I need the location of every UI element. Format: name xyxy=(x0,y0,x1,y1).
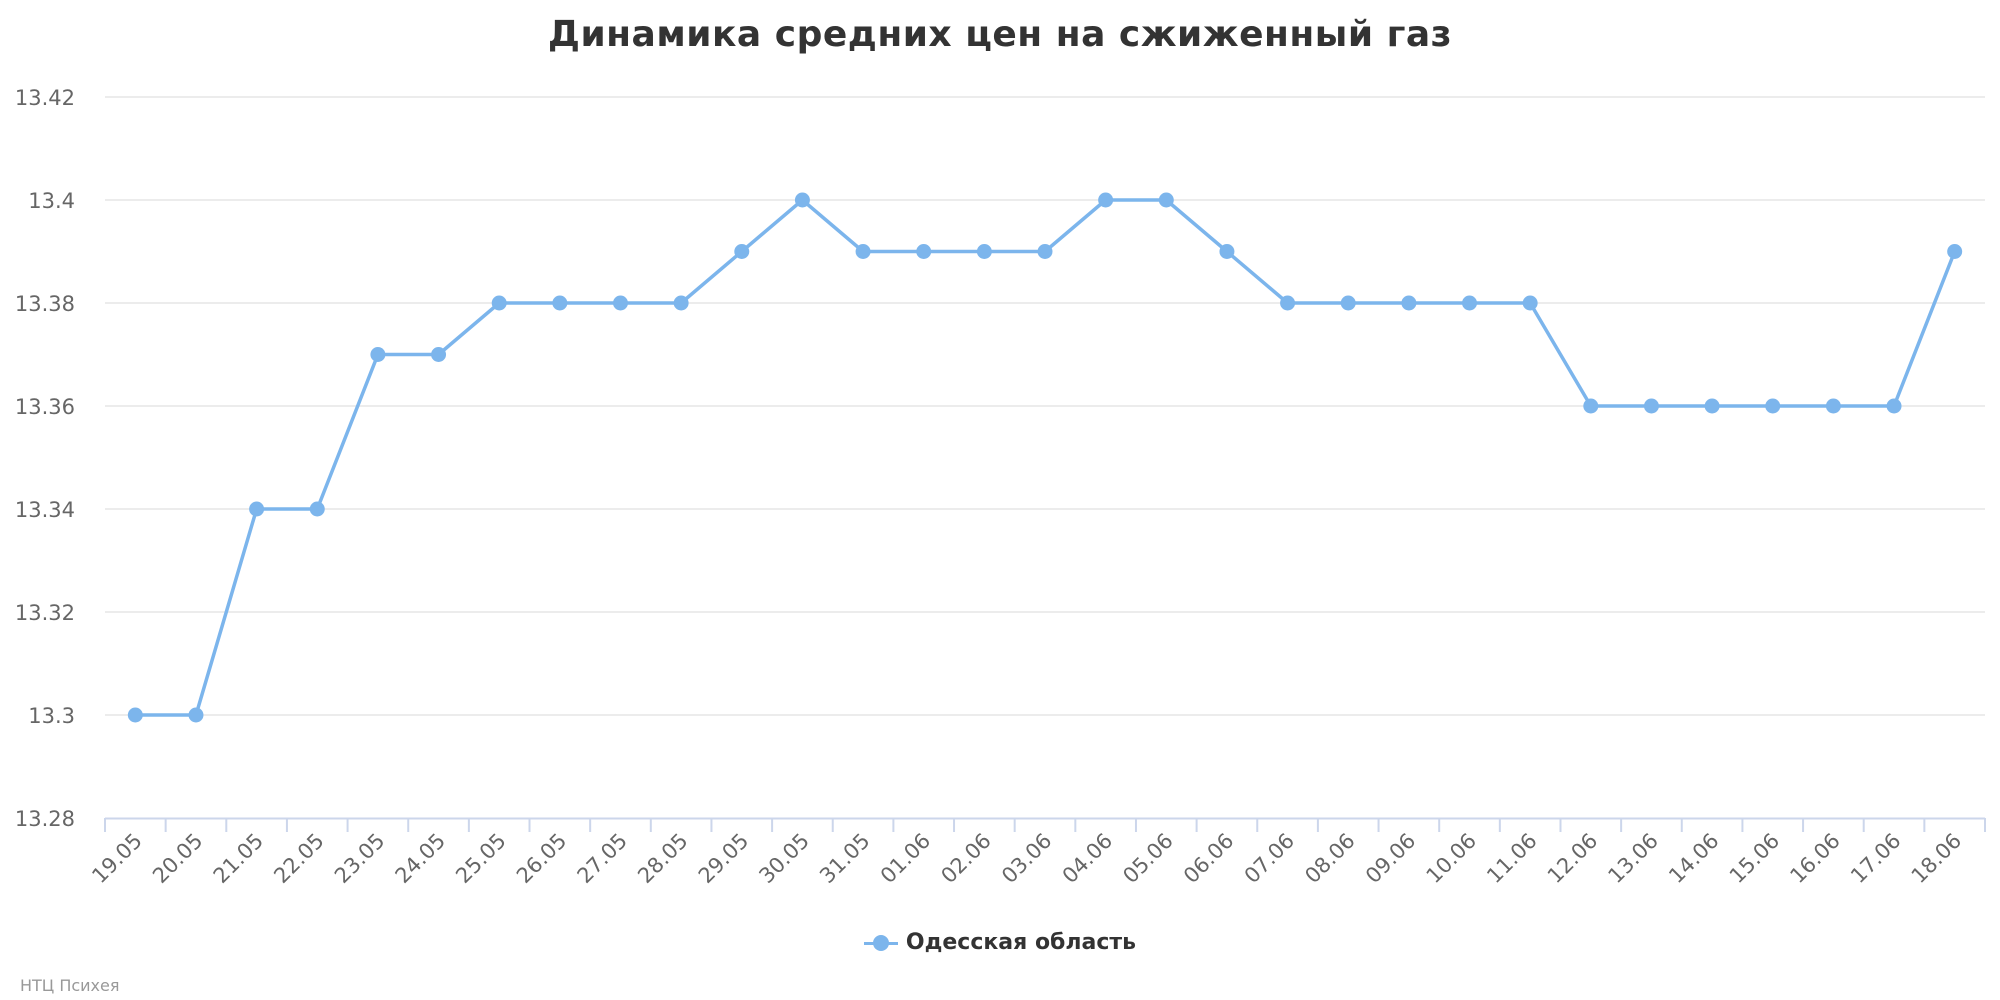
series-layer xyxy=(127,192,1963,723)
x-tick-label: 17.06 xyxy=(1846,829,1905,888)
data-point[interactable] xyxy=(1583,398,1599,414)
data-point[interactable] xyxy=(1401,295,1417,311)
y-tick-label: 13.4 xyxy=(28,189,75,213)
x-tick-label: 20.05 xyxy=(148,829,207,888)
x-tick-label: 13.06 xyxy=(1604,829,1663,888)
data-point[interactable] xyxy=(127,707,143,723)
data-point[interactable] xyxy=(1522,295,1538,311)
legend-marker-icon xyxy=(863,934,898,951)
x-tick-label: 22.05 xyxy=(269,829,328,888)
x-tick-label: 14.06 xyxy=(1664,829,1723,888)
data-point[interactable] xyxy=(734,244,750,259)
data-point[interactable] xyxy=(1280,295,1296,311)
data-point[interactable] xyxy=(1037,244,1053,259)
x-tick-label: 05.06 xyxy=(1118,829,1177,888)
data-point[interactable] xyxy=(309,501,325,517)
y-tick-label: 13.3 xyxy=(28,704,75,728)
data-point[interactable] xyxy=(1886,398,1902,414)
x-tick-label: 25.05 xyxy=(451,829,510,888)
x-tick-label: 08.06 xyxy=(1300,829,1359,888)
data-point[interactable] xyxy=(1462,295,1478,311)
x-tick-label: 16.06 xyxy=(1785,829,1844,888)
chart-title: Динамика средних цен на сжиженный газ xyxy=(547,14,1453,55)
data-point[interactable] xyxy=(612,295,628,311)
x-tick-label: 12.06 xyxy=(1543,829,1602,888)
y-tick-label: 13.42 xyxy=(15,86,75,110)
x-tick-label: 18.06 xyxy=(1907,829,1966,888)
data-point[interactable] xyxy=(855,244,871,259)
data-point[interactable] xyxy=(1098,192,1114,208)
data-point[interactable] xyxy=(370,347,386,362)
data-point[interactable] xyxy=(1219,244,1235,259)
x-tick-label: 26.05 xyxy=(512,829,571,888)
data-point[interactable] xyxy=(431,347,447,362)
data-point[interactable] xyxy=(1947,244,1963,259)
x-tick-label: 30.05 xyxy=(754,829,813,888)
data-point[interactable] xyxy=(794,192,810,208)
x-tick-label: 29.05 xyxy=(694,829,753,888)
x-tick-label: 27.05 xyxy=(573,829,632,888)
data-point[interactable] xyxy=(916,244,932,259)
x-tick-label: 10.06 xyxy=(1422,829,1481,888)
x-tick-label: 31.05 xyxy=(815,829,874,888)
x-tick-label: 07.06 xyxy=(1240,829,1299,888)
x-tick-label: 03.06 xyxy=(997,829,1056,888)
x-tick-label: 24.05 xyxy=(391,829,450,888)
x-tick-label: 09.06 xyxy=(1361,829,1420,888)
gridlines xyxy=(105,96,1985,716)
legend-label: Одесская область xyxy=(905,930,1137,955)
x-tick-label: 01.06 xyxy=(876,829,935,888)
y-tick-label: 13.34 xyxy=(15,498,75,522)
data-point[interactable] xyxy=(1158,192,1174,208)
data-point[interactable] xyxy=(673,295,689,311)
y-tick-label: 13.36 xyxy=(15,395,75,419)
x-tick-label: 04.06 xyxy=(1058,829,1117,888)
x-tick-label: 28.05 xyxy=(633,829,692,888)
data-point[interactable] xyxy=(249,501,265,517)
data-point[interactable] xyxy=(491,295,507,311)
x-tick-label: 19.05 xyxy=(87,829,146,888)
data-point[interactable] xyxy=(188,707,204,723)
x-tick-label: 11.06 xyxy=(1482,829,1541,888)
x-tick-label: 02.06 xyxy=(936,829,995,888)
x-tick-label: 06.06 xyxy=(1179,829,1238,888)
credits[interactable]: НТЦ Психея xyxy=(20,976,120,995)
data-point[interactable] xyxy=(1340,295,1356,311)
x-axis: 19.05 20.05 21.05 22.05 23.05 24.05 25.05 26.05… xyxy=(87,817,1986,888)
series-line-0[interactable] xyxy=(133,198,1957,717)
data-point[interactable] xyxy=(552,295,568,311)
x-tick-label: 21.05 xyxy=(209,829,268,888)
legend: Одесская область xyxy=(0,930,2000,957)
x-tick-label: 23.05 xyxy=(330,829,389,888)
data-point[interactable] xyxy=(976,244,992,259)
y-axis: 13.28 13.3 13.32 13.34 13.36 13.38 13.4 13.42 xyxy=(15,86,75,831)
legend-item-series-0[interactable]: Одесская область xyxy=(863,930,1137,955)
data-point[interactable] xyxy=(1825,398,1841,414)
data-point[interactable] xyxy=(1765,398,1781,414)
y-tick-label: 13.38 xyxy=(15,292,75,316)
x-tick-label: 15.06 xyxy=(1725,829,1784,888)
data-point[interactable] xyxy=(1704,398,1720,414)
y-tick-label: 13.28 xyxy=(15,807,75,831)
data-point[interactable] xyxy=(1643,398,1659,414)
y-tick-label: 13.32 xyxy=(15,601,75,625)
